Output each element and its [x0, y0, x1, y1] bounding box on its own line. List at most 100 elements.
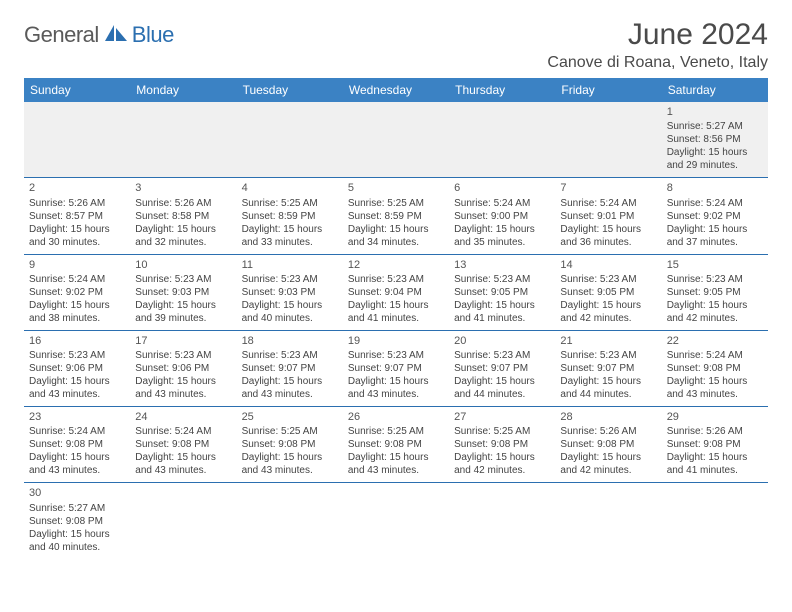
calendar-cell: 11Sunrise: 5:23 AMSunset: 9:03 PMDayligh…	[237, 254, 343, 330]
sunset-line: Sunset: 9:05 PM	[667, 286, 763, 299]
day-number: 18	[242, 334, 338, 348]
day-number: 16	[29, 334, 125, 348]
day-number: 11	[242, 258, 338, 272]
sunset-line: Sunset: 9:03 PM	[135, 286, 231, 299]
sunset-line: Sunset: 9:08 PM	[29, 438, 125, 451]
sunset-line: Sunset: 9:03 PM	[242, 286, 338, 299]
calendar-cell	[449, 483, 555, 559]
day-number: 25	[242, 410, 338, 424]
sunset-line: Sunset: 9:08 PM	[135, 438, 231, 451]
calendar-cell	[237, 102, 343, 178]
sunrise-line: Sunrise: 5:23 AM	[454, 273, 550, 286]
day-number: 23	[29, 410, 125, 424]
day-number: 8	[667, 181, 763, 195]
sunset-line: Sunset: 9:07 PM	[242, 362, 338, 375]
day-number: 1	[667, 105, 763, 119]
calendar-cell: 24Sunrise: 5:24 AMSunset: 9:08 PMDayligh…	[130, 407, 236, 483]
sunrise-line: Sunrise: 5:23 AM	[29, 349, 125, 362]
sunrise-line: Sunrise: 5:25 AM	[348, 425, 444, 438]
sunset-line: Sunset: 9:01 PM	[560, 210, 656, 223]
daylight-line: Daylight: 15 hours and 41 minutes.	[454, 299, 550, 325]
daylight-line: Daylight: 15 hours and 43 minutes.	[348, 451, 444, 477]
sunset-line: Sunset: 9:04 PM	[348, 286, 444, 299]
calendar-row: 23Sunrise: 5:24 AMSunset: 9:08 PMDayligh…	[24, 407, 768, 483]
calendar-cell: 23Sunrise: 5:24 AMSunset: 9:08 PMDayligh…	[24, 407, 130, 483]
logo-text-blue: Blue	[132, 22, 174, 48]
day-number: 19	[348, 334, 444, 348]
sunrise-line: Sunrise: 5:25 AM	[242, 197, 338, 210]
daylight-line: Daylight: 15 hours and 43 minutes.	[29, 451, 125, 477]
sunrise-line: Sunrise: 5:27 AM	[667, 120, 763, 133]
day-number: 30	[29, 486, 125, 500]
sunrise-line: Sunrise: 5:26 AM	[560, 425, 656, 438]
sunset-line: Sunset: 8:56 PM	[667, 133, 763, 146]
calendar-cell: 30Sunrise: 5:27 AMSunset: 9:08 PMDayligh…	[24, 483, 130, 559]
calendar-cell: 8Sunrise: 5:24 AMSunset: 9:02 PMDaylight…	[662, 178, 768, 254]
daylight-line: Daylight: 15 hours and 43 minutes.	[242, 451, 338, 477]
day-header: Tuesday	[237, 78, 343, 102]
sail-icon	[103, 23, 129, 48]
daylight-line: Daylight: 15 hours and 44 minutes.	[560, 375, 656, 401]
calendar-cell: 4Sunrise: 5:25 AMSunset: 8:59 PMDaylight…	[237, 178, 343, 254]
calendar-cell: 3Sunrise: 5:26 AMSunset: 8:58 PMDaylight…	[130, 178, 236, 254]
sunrise-line: Sunrise: 5:24 AM	[454, 197, 550, 210]
daylight-line: Daylight: 15 hours and 43 minutes.	[135, 451, 231, 477]
calendar-row: 2Sunrise: 5:26 AMSunset: 8:57 PMDaylight…	[24, 178, 768, 254]
sunrise-line: Sunrise: 5:23 AM	[560, 349, 656, 362]
daylight-line: Daylight: 15 hours and 43 minutes.	[242, 375, 338, 401]
calendar-row: 30Sunrise: 5:27 AMSunset: 9:08 PMDayligh…	[24, 483, 768, 559]
day-header: Friday	[555, 78, 661, 102]
sunset-line: Sunset: 9:08 PM	[560, 438, 656, 451]
day-header: Sunday	[24, 78, 130, 102]
calendar-cell: 12Sunrise: 5:23 AMSunset: 9:04 PMDayligh…	[343, 254, 449, 330]
calendar-row: 9Sunrise: 5:24 AMSunset: 9:02 PM Daylight…	[24, 254, 768, 330]
logo: General Blue	[24, 22, 174, 48]
calendar-cell: 14Sunrise: 5:23 AMSunset: 9:05 PMDayligh…	[555, 254, 661, 330]
sunrise-line: Sunrise: 5:23 AM	[135, 273, 231, 286]
day-number: 9	[29, 258, 125, 272]
calendar-row: 1Sunrise: 5:27 AMSunset: 8:56 PMDaylight…	[24, 102, 768, 178]
location: Canove di Roana, Veneto, Italy	[547, 54, 768, 72]
daylight-line: Daylight: 15 hours and 36 minutes.	[560, 223, 656, 249]
month-title: June 2024	[547, 18, 768, 52]
daylight-line: Daylight: 15 hours and 43 minutes.	[667, 375, 763, 401]
daylight-line: Daylight: 15 hours and 29 minutes.	[667, 146, 763, 172]
calendar-cell: 22Sunrise: 5:24 AMSunset: 9:08 PMDayligh…	[662, 330, 768, 406]
daylight-line: Daylight: 15 hours and 39 minutes.	[135, 299, 231, 325]
day-number: 21	[560, 334, 656, 348]
sunset-line: Sunset: 8:58 PM	[135, 210, 231, 223]
sunrise-line: Sunrise: 5:24 AM	[135, 425, 231, 438]
calendar-body: 1Sunrise: 5:27 AMSunset: 8:56 PMDaylight…	[24, 102, 768, 559]
day-number: 10	[135, 258, 231, 272]
sunrise-line: Sunrise: 5:26 AM	[29, 197, 125, 210]
day-number: 20	[454, 334, 550, 348]
day-number: 22	[667, 334, 763, 348]
daylight-line: Daylight: 15 hours and 33 minutes.	[242, 223, 338, 249]
daylight-line: Daylight: 15 hours and 42 minutes.	[454, 451, 550, 477]
day-number: 17	[135, 334, 231, 348]
calendar-cell	[555, 102, 661, 178]
calendar-cell: 18Sunrise: 5:23 AMSunset: 9:07 PMDayligh…	[237, 330, 343, 406]
calendar-cell: 29Sunrise: 5:26 AMSunset: 9:08 PMDayligh…	[662, 407, 768, 483]
daylight-line: Daylight: 15 hours and 44 minutes.	[454, 375, 550, 401]
sunset-line: Sunset: 9:06 PM	[135, 362, 231, 375]
daylight-line: Daylight: 15 hours and 43 minutes.	[348, 375, 444, 401]
daylight-line: Daylight: 15 hours and 43 minutes.	[29, 375, 125, 401]
sunset-line: Sunset: 8:59 PM	[242, 210, 338, 223]
sunset-line: Sunset: 9:08 PM	[348, 438, 444, 451]
calendar-cell: 21Sunrise: 5:23 AMSunset: 9:07 PMDayligh…	[555, 330, 661, 406]
sunset-line: Sunset: 9:08 PM	[667, 362, 763, 375]
day-number: 2	[29, 181, 125, 195]
day-number: 3	[135, 181, 231, 195]
header: General Blue June 2024 Canove di Roana, …	[24, 18, 768, 72]
day-header: Thursday	[449, 78, 555, 102]
sunrise-line: Sunrise: 5:26 AM	[667, 425, 763, 438]
sunset-line: Sunset: 9:08 PM	[29, 515, 125, 528]
sunrise-line: Sunrise: 5:26 AM	[135, 197, 231, 210]
daylight-line: Daylight: 15 hours and 40 minutes.	[242, 299, 338, 325]
sunset-line: Sunset: 9:02 PM	[29, 286, 125, 299]
calendar-cell	[237, 483, 343, 559]
daylight-line: Daylight: 15 hours and 40 minutes.	[29, 528, 125, 554]
sunrise-line: Sunrise: 5:24 AM	[29, 273, 125, 286]
calendar-cell: 13Sunrise: 5:23 AMSunset: 9:05 PMDayligh…	[449, 254, 555, 330]
